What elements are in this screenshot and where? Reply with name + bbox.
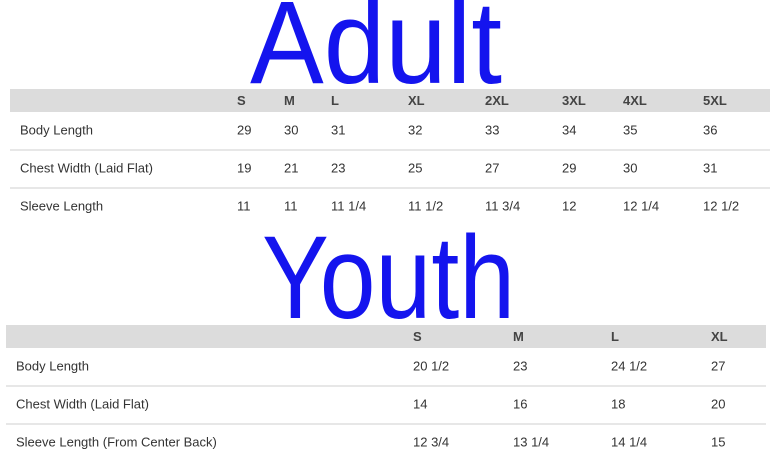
cell: 11	[284, 198, 298, 213]
cell: 11 1/2	[408, 198, 443, 213]
column-header: XL	[711, 329, 728, 344]
cell: 23	[513, 358, 527, 373]
column-header: 5XL	[703, 93, 727, 108]
row-label: Body Length	[20, 122, 93, 137]
row-label: Body Length	[16, 358, 89, 373]
cell: 36	[703, 122, 717, 137]
column-header: S	[237, 93, 246, 108]
cell: 27	[711, 358, 725, 373]
youth-title: Youth	[262, 212, 515, 344]
row-label: Chest Width (Laid Flat)	[20, 160, 153, 175]
cell: 34	[562, 122, 576, 137]
cell: 13 1/4	[513, 434, 549, 449]
column-header: M	[513, 329, 524, 344]
cell: 31	[703, 160, 717, 175]
column-header: XL	[408, 93, 425, 108]
cell: 18	[611, 396, 625, 411]
cell: 30	[623, 160, 637, 175]
header-row	[10, 89, 770, 112]
cell: 11 3/4	[485, 198, 520, 213]
column-header: 3XL	[562, 93, 586, 108]
column-header: M	[284, 93, 295, 108]
column-header: L	[331, 93, 339, 108]
cell: 15	[711, 434, 725, 449]
cell: 21	[284, 160, 298, 175]
column-header: 4XL	[623, 93, 647, 108]
cell: 32	[408, 122, 422, 137]
cell: 11	[237, 198, 251, 213]
cell: 12 1/2	[703, 198, 739, 213]
row-label: Sleeve Length	[20, 198, 103, 213]
cell: 30	[284, 122, 298, 137]
column-header: S	[413, 329, 422, 344]
cell: 29	[237, 122, 251, 137]
cell: 29	[562, 160, 576, 175]
cell: 14	[413, 396, 427, 411]
cell: 12	[562, 198, 576, 213]
cell: 19	[237, 160, 251, 175]
cell: 27	[485, 160, 499, 175]
cell: 20 1/2	[413, 358, 449, 373]
column-header: 2XL	[485, 93, 509, 108]
cell: 24 1/2	[611, 358, 647, 373]
row-label: Sleeve Length (From Center Back)	[16, 434, 217, 449]
cell: 11 1/4	[331, 198, 366, 213]
cell: 31	[331, 122, 345, 137]
row-label: Chest Width (Laid Flat)	[16, 396, 149, 411]
cell: 25	[408, 160, 422, 175]
cell: 12 1/4	[623, 198, 659, 213]
cell: 12 3/4	[413, 434, 449, 449]
cell: 23	[331, 160, 345, 175]
cell: 16	[513, 396, 527, 411]
cell: 20	[711, 396, 725, 411]
cell: 14 1/4	[611, 434, 647, 449]
cell: 33	[485, 122, 499, 137]
cell: 35	[623, 122, 637, 137]
column-header: L	[611, 329, 619, 344]
header-row	[6, 325, 766, 348]
